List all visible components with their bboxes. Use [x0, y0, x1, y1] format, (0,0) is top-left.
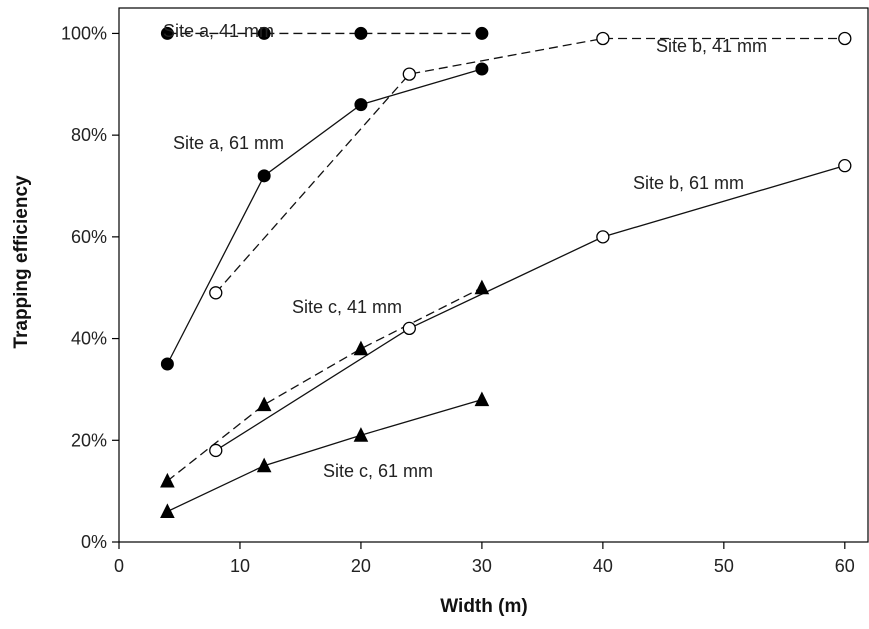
x-axis-title: Width (m): [440, 596, 527, 617]
data-point: [160, 357, 174, 371]
data-point: [838, 159, 852, 173]
x-tick-label: 10: [230, 556, 250, 576]
x-tick-label: 0: [114, 556, 124, 576]
data-point: [160, 472, 175, 488]
series-line-5: [166, 287, 483, 482]
plot-area: [118, 7, 869, 543]
x-tick-label: 20: [351, 556, 371, 576]
data-point: [257, 26, 271, 40]
series-lines: [166, 32, 845, 513]
data-point: [402, 321, 416, 336]
data-point: [160, 26, 174, 40]
data-point: [596, 230, 610, 244]
data-point: [257, 169, 271, 183]
series-label-6: Site c, 61 mm: [323, 461, 433, 481]
data-point: [474, 391, 490, 407]
y-tick-label: 60%: [71, 227, 107, 247]
series-line-4: [215, 165, 845, 452]
data-point: [596, 31, 610, 46]
series-line-3: [215, 37, 845, 294]
series-labels: Site a, 41 mm Site a, 61 mm Site b, 41 mm S…: [163, 21, 767, 481]
y-axis-title: Trapping efficiency: [11, 175, 32, 349]
data-point: [354, 26, 368, 40]
plot-border: [118, 7, 869, 543]
y-tick-label: 40%: [71, 329, 107, 349]
data-point: [353, 427, 369, 442]
series-line-2: [166, 68, 483, 365]
data-point: [475, 62, 489, 76]
data-point: [402, 67, 416, 81]
series-label-2: Site a, 61 mm: [173, 133, 284, 153]
series-label-4: Site b, 61 mm: [633, 173, 744, 193]
data-point: [209, 286, 223, 300]
series-label-1: Site a, 41 mm: [163, 21, 274, 41]
data-point: [256, 396, 272, 412]
series-label-3: Site b, 41 mm: [656, 36, 767, 56]
series-line-6: [167, 398, 483, 513]
data-point: [160, 503, 175, 518]
data-point: [354, 98, 368, 112]
data-point: [474, 279, 490, 295]
y-tick-label: 80%: [71, 125, 107, 145]
data-point: [256, 457, 272, 473]
x-tick-label: 60: [835, 556, 855, 576]
x-tick-label: 40: [593, 556, 613, 576]
data-point: [475, 26, 489, 40]
x-tick-label: 50: [714, 556, 734, 576]
data-point: [838, 31, 852, 46]
y-tick-label: 100%: [61, 23, 107, 43]
data-point: [209, 443, 223, 458]
series-label-5: Site c, 41 mm: [292, 297, 402, 317]
x-axis: 0 10 20 30 40 50 60: [114, 542, 855, 576]
y-axis: 0% 20% 40% 60% 80% 100%: [61, 23, 119, 552]
data-point: [353, 340, 369, 356]
y-tick-label: 0%: [81, 532, 107, 552]
y-tick-label: 20%: [71, 430, 107, 450]
series-markers: [160, 26, 852, 518]
x-tick-label: 30: [472, 556, 492, 576]
